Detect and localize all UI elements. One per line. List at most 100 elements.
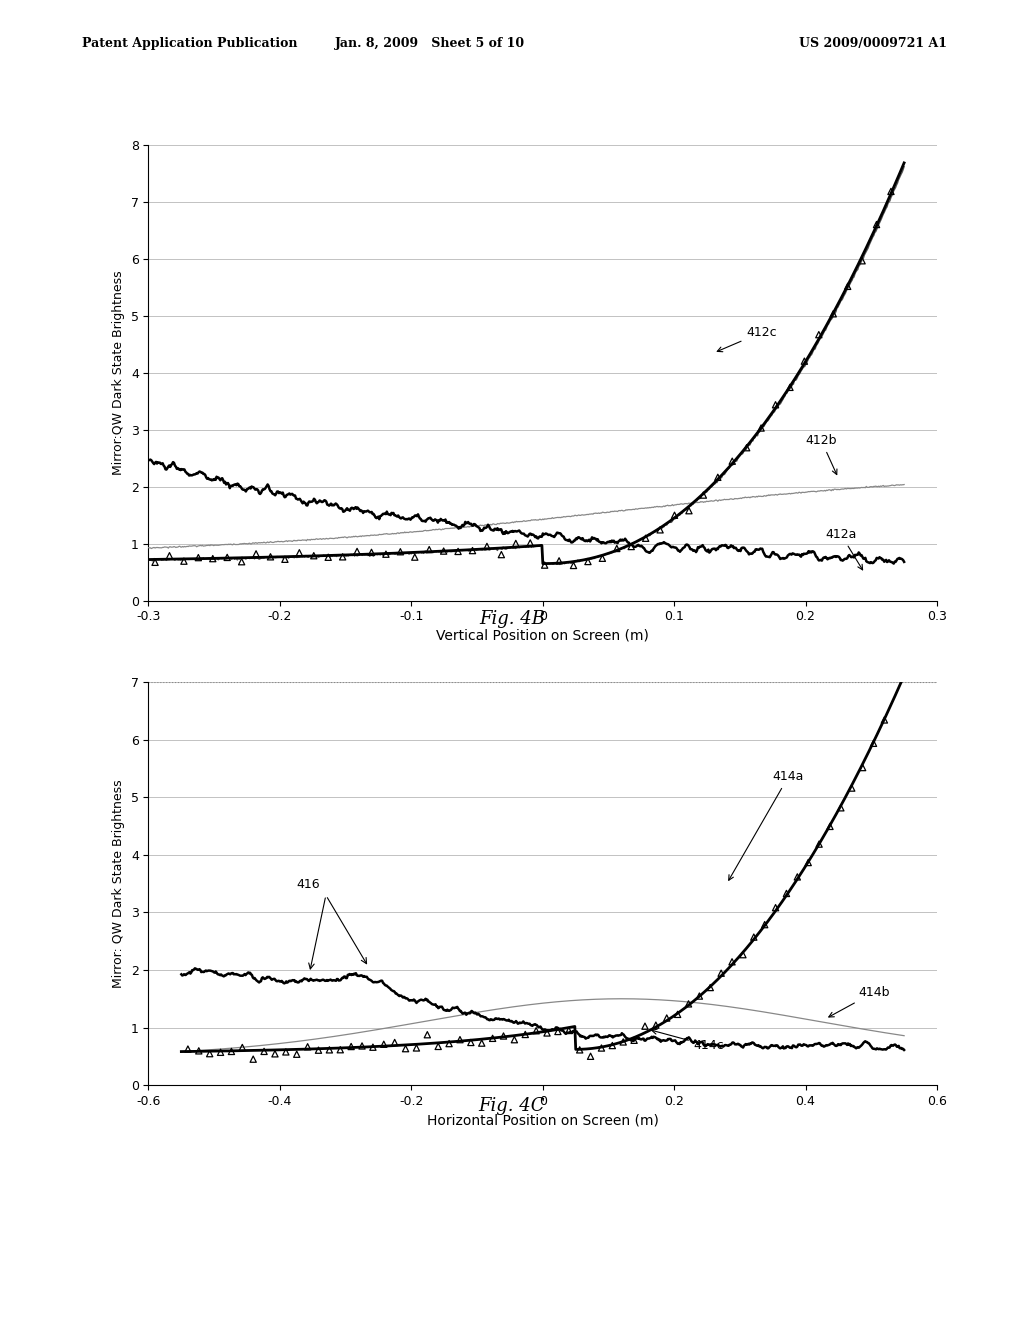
Point (332, 1039, 348, 1060)
Point (305, 545, 322, 566)
Point (580, 550, 596, 572)
Point (506, 1030, 522, 1051)
Point (781, 376, 798, 397)
Point (219, 546, 236, 568)
Text: 412c: 412c (717, 326, 777, 351)
Point (146, 552, 163, 573)
Point (560, 1020, 577, 1041)
Point (800, 851, 816, 873)
Text: 414c: 414c (651, 1030, 724, 1052)
Point (637, 1015, 653, 1036)
Point (291, 543, 307, 564)
Point (463, 1032, 479, 1053)
Point (205, 548, 221, 569)
Point (335, 546, 351, 568)
Point (190, 1040, 207, 1061)
Point (354, 1035, 371, 1056)
Point (844, 777, 860, 799)
Point (180, 1039, 197, 1060)
Point (267, 1043, 284, 1064)
Point (883, 181, 899, 202)
Point (565, 554, 582, 576)
Point (321, 546, 337, 568)
Point (452, 1030, 468, 1051)
Text: Patent Application Publication: Patent Application Publication (82, 37, 297, 50)
Point (877, 709, 893, 730)
Point (430, 1036, 446, 1057)
Point (473, 1032, 489, 1053)
Point (256, 1041, 272, 1063)
Point (583, 1045, 599, 1067)
Point (212, 1041, 228, 1063)
Point (710, 467, 726, 488)
Point (767, 898, 783, 919)
Text: Jan. 8, 2009   Sheet 5 of 10: Jan. 8, 2009 Sheet 5 of 10 (335, 37, 525, 50)
Point (724, 450, 740, 471)
Point (551, 550, 567, 572)
Point (223, 1041, 240, 1063)
X-axis label: Vertical Position on Screen (m): Vertical Position on Screen (m) (436, 628, 649, 643)
Point (767, 395, 783, 416)
Point (537, 554, 553, 576)
Point (528, 1020, 545, 1041)
Point (604, 1035, 621, 1056)
Text: US 2009/0009721 A1: US 2009/0009721 A1 (799, 37, 947, 50)
Point (386, 1032, 402, 1053)
Point (652, 519, 669, 540)
Text: 414a: 414a (729, 770, 804, 880)
Point (278, 1041, 294, 1063)
Point (822, 816, 839, 837)
X-axis label: Horizontal Position on Screen (m): Horizontal Position on Screen (m) (427, 1113, 658, 1127)
Point (854, 251, 870, 272)
Point (691, 986, 708, 1007)
Point (811, 833, 827, 854)
Point (262, 546, 279, 568)
Point (397, 1038, 414, 1059)
Point (593, 1038, 609, 1059)
Point (376, 1034, 392, 1055)
Point (778, 883, 795, 904)
Point (496, 1026, 512, 1047)
Point (647, 1015, 664, 1036)
Point (517, 1024, 534, 1045)
Text: 412a: 412a (825, 528, 862, 570)
Point (638, 528, 654, 549)
Text: 416: 416 (296, 878, 319, 891)
Point (435, 540, 452, 561)
Point (508, 533, 524, 554)
Point (797, 351, 813, 372)
Point (176, 550, 193, 572)
Point (409, 1038, 425, 1059)
Point (299, 1036, 315, 1057)
Point (854, 756, 870, 777)
Point (608, 539, 625, 560)
Point (464, 540, 480, 561)
Point (865, 733, 882, 754)
Point (658, 1007, 675, 1028)
Point (190, 546, 207, 568)
Text: 414b: 414b (828, 986, 890, 1016)
Point (450, 541, 466, 562)
Point (550, 1020, 566, 1041)
Point (745, 927, 762, 948)
Point (162, 545, 178, 566)
Point (276, 549, 293, 570)
Point (840, 276, 856, 297)
Point (615, 1031, 632, 1052)
Point (245, 1048, 261, 1069)
Point (825, 304, 842, 325)
Point (626, 1030, 642, 1051)
Point (310, 1040, 327, 1061)
Y-axis label: Mirror: QW Dark State Brightness: Mirror: QW Dark State Brightness (113, 779, 125, 989)
Point (365, 1036, 381, 1057)
Point (441, 1034, 458, 1055)
Point (667, 504, 683, 525)
Point (833, 797, 849, 818)
Point (407, 546, 423, 568)
Point (753, 417, 769, 438)
Y-axis label: Mirror:QW Dark State Brightness: Mirror:QW Dark State Brightness (113, 271, 125, 475)
Point (680, 994, 696, 1015)
Point (378, 544, 394, 565)
Point (322, 1039, 338, 1060)
Point (790, 866, 806, 887)
